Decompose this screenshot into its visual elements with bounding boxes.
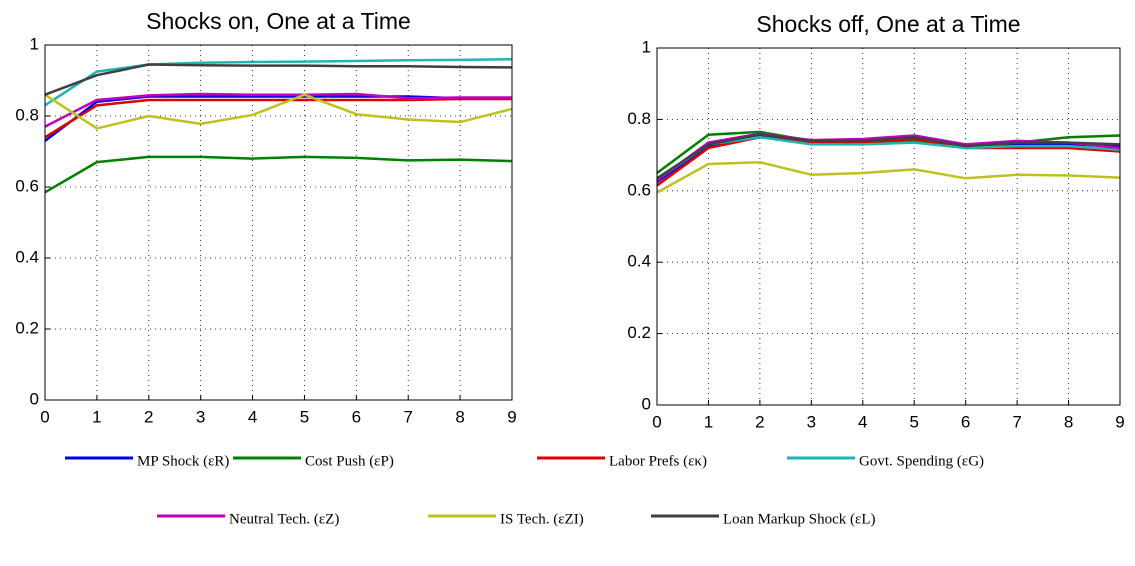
legend-label: Loan Markup Shock (εL) bbox=[723, 511, 876, 527]
x-tick-label: 5 bbox=[300, 407, 309, 426]
x-tick-label: 1 bbox=[92, 407, 101, 426]
x-tick-label: 9 bbox=[507, 407, 516, 426]
series-line bbox=[44, 63, 513, 96]
x-tick-label: 3 bbox=[807, 412, 816, 431]
axes-frame bbox=[44, 44, 513, 401]
y-tick-label: 0 bbox=[30, 389, 39, 408]
series-line bbox=[656, 133, 1121, 180]
x-tick-label: 2 bbox=[144, 407, 153, 426]
y-tick-label: 0.2 bbox=[627, 323, 651, 342]
x-tick-label: 2 bbox=[755, 412, 764, 431]
legend-label: Cost Push (εP) bbox=[305, 453, 394, 469]
x-tick-label: 0 bbox=[40, 407, 49, 426]
y-tick-label: 0.4 bbox=[15, 247, 39, 266]
series-line bbox=[44, 57, 513, 107]
x-tick-label: 8 bbox=[1064, 412, 1073, 431]
y-tick-label: 0.6 bbox=[627, 180, 651, 199]
x-tick-label: 9 bbox=[1115, 412, 1124, 431]
x-tick-label: 6 bbox=[961, 412, 970, 431]
chart-title: Shocks on, One at a Time bbox=[146, 8, 411, 34]
x-tick-label: 7 bbox=[403, 407, 412, 426]
y-tick-label: 0.6 bbox=[15, 176, 39, 195]
legend-label: Neutral Tech. (εZ) bbox=[229, 511, 339, 527]
y-tick-label: 1 bbox=[642, 37, 651, 56]
x-tick-label: 3 bbox=[196, 407, 205, 426]
series-line bbox=[44, 92, 512, 128]
y-tick-label: 0.8 bbox=[627, 109, 651, 128]
x-tick-label: 8 bbox=[455, 407, 464, 426]
chart-title: Shocks off, One at a Time bbox=[756, 11, 1020, 37]
y-tick-label: 0.4 bbox=[627, 252, 651, 271]
legend-label: Govt. Spending (εG) bbox=[859, 453, 984, 469]
x-tick-label: 4 bbox=[248, 407, 257, 426]
legend-label: MP Shock (εR) bbox=[137, 453, 229, 469]
axes-frame bbox=[656, 47, 1121, 406]
x-tick-label: 1 bbox=[704, 412, 713, 431]
series-line bbox=[656, 160, 1121, 194]
series-line bbox=[656, 135, 1121, 182]
y-tick-label: 0.8 bbox=[15, 105, 39, 124]
x-tick-label: 5 bbox=[909, 412, 918, 431]
x-tick-label: 7 bbox=[1012, 412, 1021, 431]
y-tick-label: 1 bbox=[30, 34, 39, 53]
legend-label: Labor Prefs (εκ) bbox=[609, 453, 707, 469]
y-tick-label: 0.2 bbox=[15, 318, 39, 337]
x-tick-label: 0 bbox=[652, 412, 661, 431]
x-tick-label: 4 bbox=[858, 412, 867, 431]
y-tick-label: 0 bbox=[642, 394, 651, 413]
x-tick-label: 6 bbox=[352, 407, 361, 426]
series-line bbox=[44, 155, 513, 194]
legend-label: IS Tech. (εZI) bbox=[500, 511, 584, 527]
series-line bbox=[656, 135, 1121, 187]
series-line bbox=[44, 97, 512, 139]
series-line bbox=[44, 93, 513, 130]
